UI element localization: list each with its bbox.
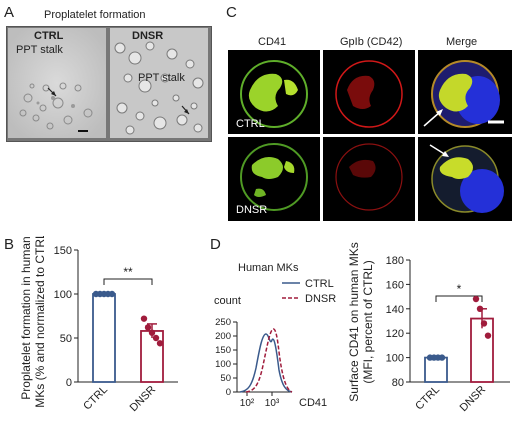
legend-ctrl-label: CTRL xyxy=(305,278,334,290)
dnsr-gpib-image xyxy=(323,137,415,221)
col-header-gpib: GpIb (CD42) xyxy=(340,36,403,48)
panel-b-letter: B xyxy=(4,236,15,253)
scatter-category-label: CTRL xyxy=(413,384,442,413)
scatter-data-point xyxy=(472,295,480,303)
panel-a-title: Proplatelet formation xyxy=(44,9,146,21)
panel-b-ytick-label: 50 xyxy=(60,333,72,345)
hist-ctrl-curve xyxy=(239,333,293,393)
scatter-category-label: DNSR xyxy=(458,384,489,415)
scatter-bar xyxy=(424,356,448,383)
ctrl-merge-cell xyxy=(423,60,504,128)
hist-ytick-label: 50 xyxy=(220,373,231,384)
scatter-data-point xyxy=(484,332,492,339)
hist-title: Human MKs xyxy=(238,262,299,274)
panel-b-ylabel-1: Proplatelet formation in human xyxy=(19,236,33,399)
scatter-data-point xyxy=(480,320,488,327)
dnsr-merge-cell xyxy=(429,144,504,213)
scatter-ytick-label: 160 xyxy=(386,279,404,291)
ctrl-gpib-cell xyxy=(335,60,403,128)
panel-a-letter: A xyxy=(4,4,15,21)
scatter-data-point xyxy=(438,354,446,361)
scatter-ytick-label: 140 xyxy=(386,304,404,316)
panel-b-significance-bracket xyxy=(103,278,153,285)
ctrl-condition-label: CTRL xyxy=(34,30,64,42)
hist-xtick-label-1: 10² xyxy=(240,398,255,409)
ctrl-cd41-image xyxy=(228,50,320,134)
ctrl-micrograph-texture xyxy=(8,28,106,138)
hist-y-ticks: 0 50 100 150 200 250 xyxy=(215,317,237,398)
row-label-ctrl: CTRL xyxy=(236,118,265,130)
ctrl-micrograph xyxy=(8,28,106,138)
scatter-ytick-label: 80 xyxy=(392,377,404,389)
panel-d-letter: D xyxy=(210,236,221,253)
dnsr-micrograph-texture xyxy=(110,28,208,138)
dnsr-cd41-cell xyxy=(240,143,308,211)
scatter-ylabel-1: Surface CD41 on human MKs xyxy=(347,242,361,401)
scatter-significance-bracket xyxy=(435,295,483,302)
panel-d-scatter: Surface CD41 on human MKs (MFI, percent … xyxy=(347,242,510,414)
scatter-ylabel-2: (MFI, percent of CTRL) xyxy=(361,260,375,383)
panel-b-data-point xyxy=(144,324,152,331)
scatter-axes: 80 100 120 140 160 180 CTRL DNSR xyxy=(386,255,510,414)
hist-dnsr-curve xyxy=(245,328,293,393)
scatter-marks xyxy=(424,295,494,383)
hist-xtick-label-2: 10³ xyxy=(265,398,280,409)
panel-b-ytick-label: 0 xyxy=(66,377,72,389)
scatter-ytick-label: 120 xyxy=(386,328,404,340)
count-label: count xyxy=(214,295,241,307)
panel-b-ylabel-2: MKs (% and normalized to CTRL) xyxy=(33,236,47,408)
col-header-cd41: CD41 xyxy=(258,36,287,48)
dnsr-cd41-image xyxy=(228,137,320,221)
panel-b-data-point xyxy=(148,329,156,336)
dnsr-gpib-cell xyxy=(335,143,403,211)
legend-dnsr-label: DNSR xyxy=(305,293,336,305)
scatter-significance: * xyxy=(457,282,462,296)
row-label-dnsr: DNSR xyxy=(236,204,268,216)
hist-xlabel: CD41 xyxy=(299,397,327,409)
hist-ytick-label: 250 xyxy=(215,317,231,328)
panel-b-marks xyxy=(92,290,164,383)
dnsr-micrograph xyxy=(110,28,208,138)
hist-ytick-label: 0 xyxy=(226,387,231,398)
ctrl-cd41-cell xyxy=(240,60,308,128)
panel-c-letter: C xyxy=(226,4,237,21)
ctrl-merge-image xyxy=(418,50,512,134)
dnsr-ppt-stalk-label: PPT stalk xyxy=(138,72,185,84)
panel-b-data-point xyxy=(108,290,116,298)
scatter-data-point xyxy=(476,305,484,312)
hist-ytick-label: 100 xyxy=(215,359,231,370)
scatter-ytick-label: 100 xyxy=(386,353,404,365)
hist-ytick-label: 150 xyxy=(215,345,231,356)
panel-b-data-point xyxy=(156,340,164,347)
panel-b-data-point xyxy=(140,315,148,322)
panel-b-significance: ** xyxy=(123,265,133,279)
scatter-ytick-label: 180 xyxy=(386,255,404,267)
dnsr-merge-image xyxy=(418,137,512,221)
col-header-merge: Merge xyxy=(446,36,478,48)
panel-b-chart: Proplatelet formation in human MKs (% an… xyxy=(19,236,178,414)
ctrl-ppt-stalk-label: PPT stalk xyxy=(16,44,63,56)
ctrl-gpib-image xyxy=(323,50,415,134)
hist-ytick-label: 200 xyxy=(215,331,231,342)
panel-b-data-point xyxy=(152,334,160,342)
panel-b-ytick-label: 150 xyxy=(54,245,72,257)
panel-b-ytick-label: 100 xyxy=(54,289,72,301)
dnsr-condition-label: DNSR xyxy=(132,30,164,42)
